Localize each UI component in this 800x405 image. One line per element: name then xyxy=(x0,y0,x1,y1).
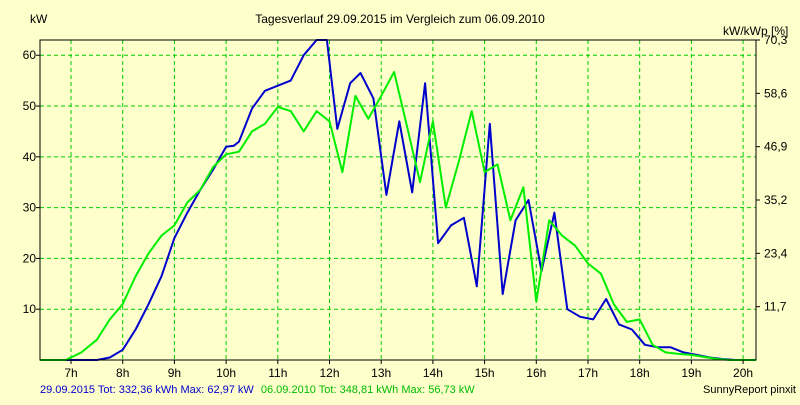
plot-area xyxy=(40,40,756,360)
right-axis-unit: kW/kWp [%] xyxy=(723,24,788,38)
footer-green-stats: 06.09.2010 Tot: 348,81 kWh Max: 56,73 kW xyxy=(261,384,475,396)
y-right-tick-label: 58,6 xyxy=(764,86,788,100)
x-tick-label: 15h xyxy=(475,366,495,380)
x-tick-label: 9h xyxy=(168,366,181,380)
y-right-tick-label: 23,4 xyxy=(764,246,788,260)
series-line-2 xyxy=(40,71,756,361)
y-left-tick-label: 30 xyxy=(23,201,37,215)
y-right-tick-label: 35,2 xyxy=(764,193,788,207)
x-tick-label: 19h xyxy=(681,366,701,380)
y-left-tick-label: 10 xyxy=(23,302,37,316)
x-tick-label: 8h xyxy=(116,366,129,380)
x-tick-label: 10h xyxy=(216,366,236,380)
x-tick-label: 7h xyxy=(64,366,77,380)
left-axis-unit: kW xyxy=(30,12,48,26)
x-tick-label: 12h xyxy=(319,366,339,380)
y-right-tick-label: 70,3 xyxy=(764,33,788,47)
series-line-1 xyxy=(40,39,756,361)
x-tick-label: 14h xyxy=(423,366,443,380)
x-tick-label: 17h xyxy=(578,366,598,380)
y-right-tick-label: 11,7 xyxy=(764,300,787,314)
x-tick-label: 11h xyxy=(268,366,287,380)
y-left-tick-label: 50 xyxy=(23,99,37,113)
y-left-tick-label: 60 xyxy=(23,48,37,62)
footer-credit: SunnyReport pinxit xyxy=(703,384,796,396)
tick-labels: 7h 8h 9h 10h 11h 12h 13h 14h 15h 16h 17h 18h 19h 20h 1… xyxy=(23,33,788,380)
y-left-tick-label: 40 xyxy=(23,150,37,164)
x-tick-label: 20h xyxy=(733,366,753,380)
chart-title: Tagesverlauf 29.09.2015 im Vergleich zum… xyxy=(255,12,545,26)
y-right-tick-label: 46,9 xyxy=(764,140,788,154)
x-tick-label: 18h xyxy=(630,366,650,380)
x-tick-label: 16h xyxy=(526,366,546,380)
footer-stats: 29.09.2015 Tot: 332,36 kWh Max: 62,97 kW… xyxy=(40,384,475,396)
y-left-tick-label: 20 xyxy=(23,251,37,265)
x-tick-label: 13h xyxy=(371,366,391,380)
grid-lines xyxy=(40,40,756,360)
footer-blue-stats: 29.09.2015 Tot: 332,36 kWh Max: 62,97 kW xyxy=(40,384,254,396)
series-layer xyxy=(40,39,756,361)
